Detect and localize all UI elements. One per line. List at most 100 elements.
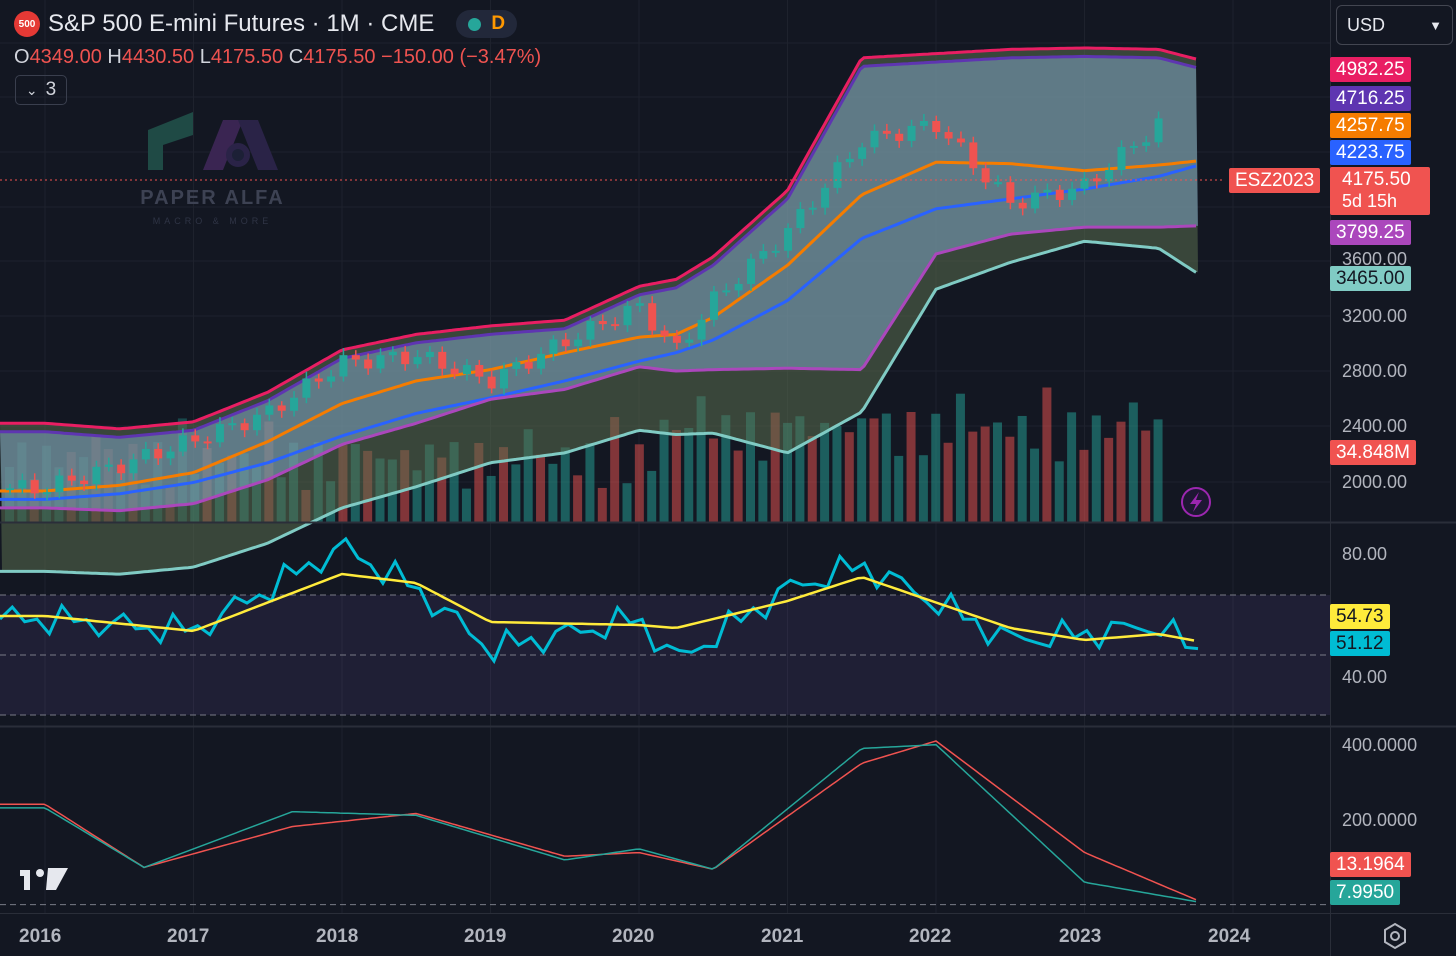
volume-bar xyxy=(1054,461,1064,522)
currency-select[interactable]: USD ▼ xyxy=(1336,5,1453,45)
volume-bar xyxy=(783,422,793,522)
rsi-tag: 51.12 xyxy=(1330,631,1390,656)
price-axis-label: 2800.00 xyxy=(1342,361,1408,381)
candle-body xyxy=(919,121,928,126)
volume-bar xyxy=(733,450,743,522)
lightning-icon[interactable] xyxy=(1181,487,1211,517)
settings-gear-icon[interactable] xyxy=(1384,922,1406,950)
candle-body xyxy=(178,435,187,452)
candle-body xyxy=(18,480,27,489)
paper-alfa-logo-icon xyxy=(147,112,278,170)
watermark-subtitle: MACRO & MORE xyxy=(152,216,273,226)
volume-bar xyxy=(968,431,978,522)
volume-bar xyxy=(795,416,805,522)
candle-body xyxy=(821,187,830,208)
candle-body xyxy=(537,353,546,369)
change-value: −150.00 (−3.47%) xyxy=(381,46,542,68)
candle-body xyxy=(845,158,854,163)
candle-body xyxy=(747,258,755,284)
volume-bar xyxy=(758,460,768,522)
price-axis-label: 2000.00 xyxy=(1342,472,1408,492)
candle-body xyxy=(771,250,780,253)
candle-body xyxy=(981,168,990,183)
rsi-axis-label: 40.00 xyxy=(1342,667,1388,687)
ticker-tag[interactable]: ESZ2023 xyxy=(1229,168,1321,193)
high-value: 4430.50 xyxy=(121,46,195,68)
osc-fast-line xyxy=(0,743,1197,903)
market-status[interactable]: D xyxy=(456,10,518,38)
volume-bar xyxy=(671,430,681,522)
candle-body xyxy=(104,464,113,467)
volume-bar xyxy=(820,422,830,522)
candle-body xyxy=(870,130,879,148)
candle-body xyxy=(43,492,52,495)
candle-body xyxy=(808,207,817,210)
volume-bar xyxy=(585,443,595,522)
watermark: PAPER ALFA MACRO & MORE xyxy=(110,110,315,280)
candle-body xyxy=(512,362,521,369)
candle-body xyxy=(388,351,397,356)
volume-bar xyxy=(1091,415,1101,522)
volume-bar xyxy=(634,444,644,522)
band-line-4 xyxy=(0,224,1197,513)
price-axis-label: 3200.00 xyxy=(1342,306,1408,326)
price-axis-label: 3600.00 xyxy=(1342,249,1408,269)
candle-body xyxy=(784,228,793,251)
market-open-icon xyxy=(468,17,482,31)
close-key: C xyxy=(288,46,304,68)
candle-body xyxy=(549,339,558,354)
candle-body xyxy=(327,376,336,382)
volume-bar xyxy=(807,436,817,522)
candle-body xyxy=(858,147,867,159)
candle-body xyxy=(1080,178,1089,189)
candle-body xyxy=(956,138,965,143)
currency-value: USD xyxy=(1347,14,1386,35)
candle-body xyxy=(401,351,410,365)
candle-body xyxy=(500,368,508,389)
candle-body xyxy=(339,355,348,377)
volume-bar xyxy=(993,422,1002,522)
chevron-down-icon: ⌄ xyxy=(25,81,38,98)
candle-body xyxy=(314,378,323,382)
candle-body xyxy=(450,368,459,375)
candle-body xyxy=(796,208,805,229)
candle-body xyxy=(524,362,533,369)
last-price-tag: 4175.50 5d 15h xyxy=(1330,167,1430,215)
volume-bar xyxy=(1141,430,1151,522)
volume-bar xyxy=(523,429,533,522)
last-price-value: 4175.50 xyxy=(1342,169,1411,190)
candle-body xyxy=(240,423,249,431)
volume-bar xyxy=(1042,387,1052,522)
volume-bar xyxy=(449,442,459,522)
watermark-title: PAPER ALFA xyxy=(140,187,285,209)
volume-bar xyxy=(573,475,583,522)
volume-bar xyxy=(647,470,657,522)
open-value: 4349.00 xyxy=(29,46,102,68)
candle-body xyxy=(1068,188,1077,200)
volume-bar xyxy=(955,393,965,522)
band-line-2 xyxy=(0,159,1197,493)
volume-bar xyxy=(536,454,546,522)
candles xyxy=(6,111,1163,501)
volume-bar xyxy=(499,447,508,522)
symbol-logo-icon[interactable]: 500 xyxy=(14,11,40,37)
volume-bar xyxy=(770,412,780,522)
osc-axis-label: 400.0000 xyxy=(1342,735,1418,755)
candle-body xyxy=(672,335,681,343)
tradingview-logo-icon[interactable] xyxy=(20,868,68,890)
candle-body xyxy=(1043,189,1052,193)
chevron-down-icon: ▼ xyxy=(1429,17,1442,33)
volume-bar xyxy=(980,426,990,522)
delayed-badge: D xyxy=(491,13,506,34)
chart-header: 500 S&P 500 E-mini Futures · 1M · CME D xyxy=(14,10,518,38)
candle-body xyxy=(55,475,64,493)
volume-bar xyxy=(857,418,867,522)
indicators-toggle-button[interactable]: ⌄ 3 xyxy=(15,75,67,105)
candle-body xyxy=(191,435,200,442)
candle-body xyxy=(154,448,163,459)
volume-bar xyxy=(906,412,916,522)
symbol-title[interactable]: S&P 500 E-mini Futures · 1M · CME xyxy=(48,10,435,37)
volume-tag: 34.848M xyxy=(1330,440,1416,465)
candle-body xyxy=(67,475,76,481)
